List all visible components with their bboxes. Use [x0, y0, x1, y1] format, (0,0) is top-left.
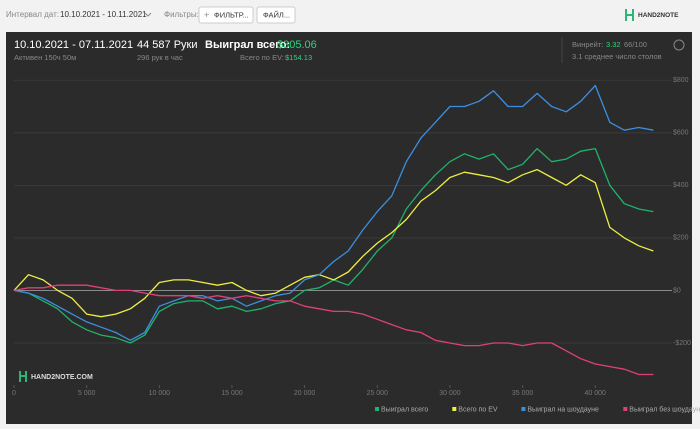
y-tick-label: -$200 [673, 340, 691, 347]
tables: 3.1 среднее число столов [572, 52, 662, 61]
y-tick-label: $0 [673, 287, 681, 294]
dropdown-icon [144, 12, 152, 17]
filter-button-label: ФИЛЬТР... [214, 10, 249, 19]
series-line [13, 284, 654, 376]
x-tick-label: 15 000 [221, 390, 243, 397]
series-line [13, 168, 654, 318]
winrate-value: 3.32 [606, 40, 621, 49]
legend-label: Выиграл всего [381, 406, 428, 413]
interval-label: Интервал дат: [6, 10, 59, 19]
logo-icon [625, 9, 634, 21]
legend-label: Выиграл без шоудауна [629, 405, 700, 413]
settings-icon[interactable] [673, 39, 685, 51]
plus-icon: + [204, 10, 209, 20]
x-tick-label: 10 000 [149, 390, 171, 397]
won-label: Выиграл всего: [205, 39, 290, 51]
x-tick-label: 0 [12, 390, 16, 397]
active-time: Активен 150ч 50м [14, 53, 76, 62]
won-value: $305.06 [277, 39, 317, 51]
panel [6, 32, 692, 424]
file-button[interactable] [256, 6, 296, 24]
y-tick-label: $200 [673, 235, 689, 242]
hands: 44 587 Руки [137, 39, 198, 51]
x-tick-label: 25 000 [367, 390, 389, 397]
x-tick-label: 35 000 [512, 390, 534, 397]
legend-swatch [623, 407, 628, 411]
y-tick-label: $800 [673, 77, 689, 84]
legend-label: Всего по EV [458, 406, 498, 413]
y-tick-label: $600 [673, 130, 689, 137]
ev-value: $154.13 [285, 53, 312, 62]
watermark: HAND2NOTE.COM [31, 374, 93, 381]
legend-swatch [452, 407, 457, 411]
x-tick-label: 20 000 [294, 390, 316, 397]
x-tick-label: 30 000 [439, 390, 461, 397]
filters-label: Фильтры: [164, 10, 199, 19]
x-tick-label: 40 000 [585, 390, 607, 397]
series-line [13, 84, 654, 341]
x-tick-label: 5 000 [78, 390, 96, 397]
legend-label: Выиграл на шоудауне [527, 406, 599, 413]
legend-swatch [521, 407, 526, 411]
watermark-icon [19, 371, 27, 382]
hands-rate: 296 рук в час [137, 53, 183, 62]
legend-swatch [375, 407, 379, 411]
winrate-label: Винрейт: [572, 40, 603, 49]
period: 10.10.2021 - 07.11.2021 [14, 39, 133, 51]
interval[interactable]: 10.10.2021 - 10.11.2021 [60, 10, 147, 19]
file-button-label: ФАЙЛ... [263, 10, 290, 19]
filter-button[interactable] [198, 6, 254, 24]
logo: HAND2NOTE [638, 12, 679, 19]
ev-label: Всего по EV: [240, 53, 284, 62]
y-tick-label: $400 [673, 182, 689, 189]
winrate-unit: 66/100 [624, 40, 647, 49]
